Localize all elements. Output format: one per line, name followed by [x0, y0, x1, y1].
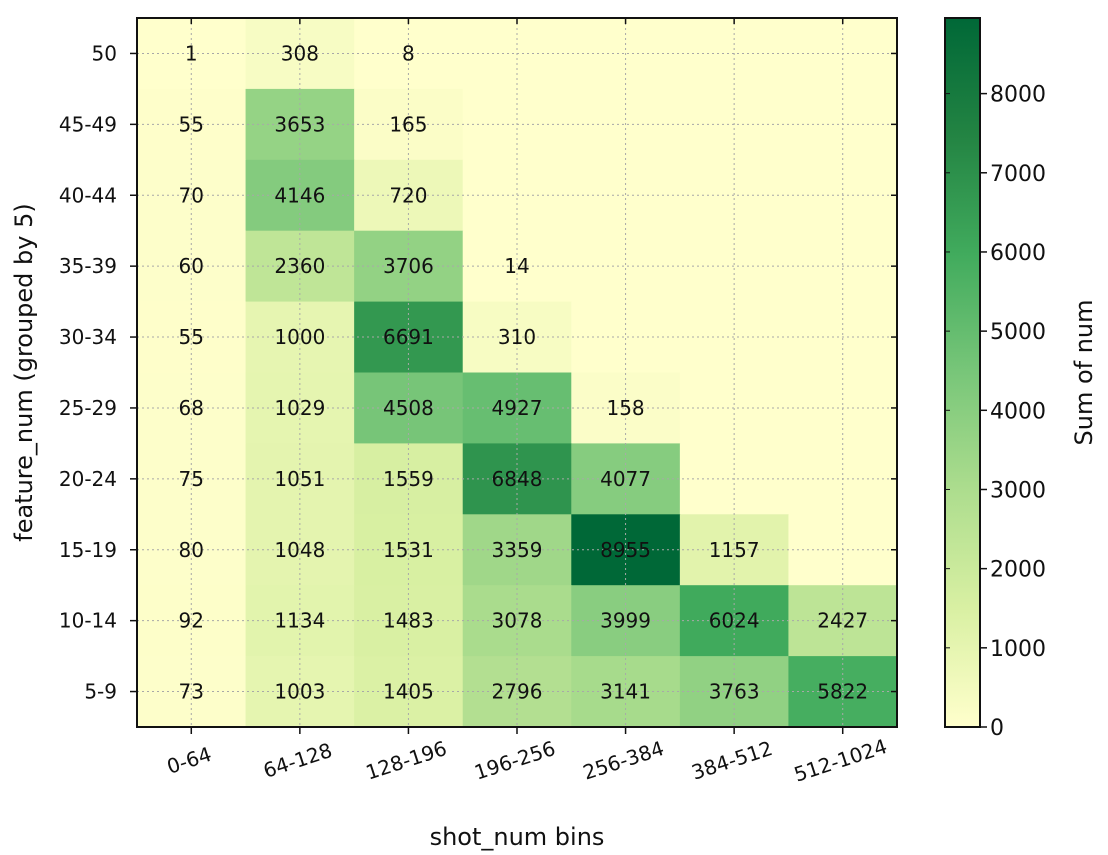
- cell-value-labels: 1 308 8 55 3653 165 70 4146 720 60 2360 3706 14 55 100…: [179, 41, 869, 703]
- y-tick-label: 10-14: [59, 609, 117, 633]
- cell-value-label: 3141: [600, 680, 651, 704]
- cell-value-label: 55: [179, 112, 204, 136]
- cell-value-label: 68: [179, 396, 204, 420]
- cell-value-label: 55: [179, 325, 204, 349]
- colorbar-tick-label: 0: [990, 716, 1004, 741]
- cell-value-label: 60: [179, 254, 204, 278]
- colorbar-title: Sum of num: [1070, 299, 1098, 445]
- x-tick-label: 0-64: [164, 742, 215, 779]
- x-tick-label: 196-256: [471, 736, 558, 785]
- colorbar-tick-label: 7000: [990, 162, 1046, 187]
- cell-value-label: 5822: [817, 680, 868, 704]
- colorbar-ticks: 0 1000 2000 3000 4000 5000 6000 7000 8000: [945, 83, 1046, 741]
- cell-value-label: 2360: [274, 254, 325, 278]
- cell-value-label: 3706: [383, 254, 434, 278]
- cell-value-label: 1405: [383, 680, 434, 704]
- x-tick-label: 512-1024: [791, 734, 890, 787]
- y-tick-label: 30-34: [59, 325, 117, 349]
- cell-value-label: 3999: [600, 609, 651, 633]
- y-axis-title: feature_num (grouped by 5): [10, 203, 38, 541]
- cell-value-label: 3359: [492, 538, 543, 562]
- cell-value-label: 3763: [709, 680, 760, 704]
- cell-value-label: 720: [389, 183, 427, 207]
- cell-value-label: 92: [179, 609, 204, 633]
- cell-value-label: 3078: [492, 609, 543, 633]
- cell-value-label: 8: [402, 41, 415, 65]
- grid-lines: [137, 18, 897, 727]
- cell-value-label: 308: [281, 41, 319, 65]
- colorbar-tick-label: 6000: [990, 241, 1046, 266]
- cell-value-label: 4077: [600, 467, 651, 491]
- y-tick-label: 20-24: [59, 467, 117, 491]
- cell-value-label: 1157: [709, 538, 760, 562]
- cell-value-label: 310: [498, 325, 536, 349]
- cell-value-label: 1051: [274, 467, 325, 491]
- colorbar-tick-label: 8000: [990, 83, 1046, 108]
- cell-value-label: 75: [179, 467, 204, 491]
- colorbar-tick-label: 5000: [990, 320, 1046, 345]
- y-axis: 50 45-49 40-44 35-39 30-34 25-29 20-24 15-19 10-…: [59, 41, 897, 704]
- y-tick-label: 40-44: [59, 183, 117, 207]
- cell-value-label: 8955: [600, 538, 651, 562]
- cell-value-label: 165: [389, 112, 427, 136]
- colorbar-tick-label: 4000: [990, 399, 1046, 424]
- cell-value-label: 6024: [709, 609, 760, 633]
- cell-value-label: 3653: [274, 112, 325, 136]
- cell-value-label: 4508: [383, 396, 434, 420]
- y-tick-label: 45-49: [59, 112, 117, 136]
- y-tick-label: 25-29: [59, 396, 117, 420]
- cell-value-label: 70: [179, 183, 204, 207]
- cell-value-label: 6848: [492, 467, 543, 491]
- cell-value-label: 80: [179, 538, 204, 562]
- y-tick-label: 5-9: [84, 680, 117, 704]
- x-tick-label: 128-196: [363, 736, 450, 785]
- cell-value-label: 4927: [492, 396, 543, 420]
- colorbar: [944, 17, 981, 728]
- cell-value-label: 2427: [817, 609, 868, 633]
- y-tick-label: 50: [92, 41, 117, 65]
- cell-value-label: 4146: [274, 183, 325, 207]
- cell-value-label: 1048: [274, 538, 325, 562]
- cell-value-label: 1559: [383, 467, 434, 491]
- x-tick-label: 256-384: [580, 736, 667, 785]
- cell-value-label: 1029: [274, 396, 325, 420]
- cell-value-label: 14: [504, 254, 529, 278]
- cell-value-label: 6691: [383, 325, 434, 349]
- cell-value-label: 73: [179, 680, 204, 704]
- x-axis-title: shot_num bins: [430, 823, 605, 851]
- cell-value-label: 1483: [383, 609, 434, 633]
- cell-value-label: 1003: [274, 680, 325, 704]
- x-tick-label: 64-128: [260, 738, 335, 783]
- cell-value-label: 1531: [383, 538, 434, 562]
- y-tick-label: 15-19: [59, 538, 117, 562]
- cell-value-label: 2796: [492, 680, 543, 704]
- cell-value-label: 158: [606, 396, 644, 420]
- colorbar-tick-label: 1000: [990, 637, 1046, 662]
- colorbar-tick-label: 3000: [990, 478, 1046, 503]
- colorbar-tick-label: 2000: [990, 558, 1046, 583]
- cell-value-label: 1000: [274, 325, 325, 349]
- x-tick-label: 384-512: [689, 736, 776, 785]
- y-tick-label: 35-39: [59, 254, 117, 278]
- cell-value-label: 1134: [274, 609, 325, 633]
- cell-value-label: 1: [185, 41, 198, 65]
